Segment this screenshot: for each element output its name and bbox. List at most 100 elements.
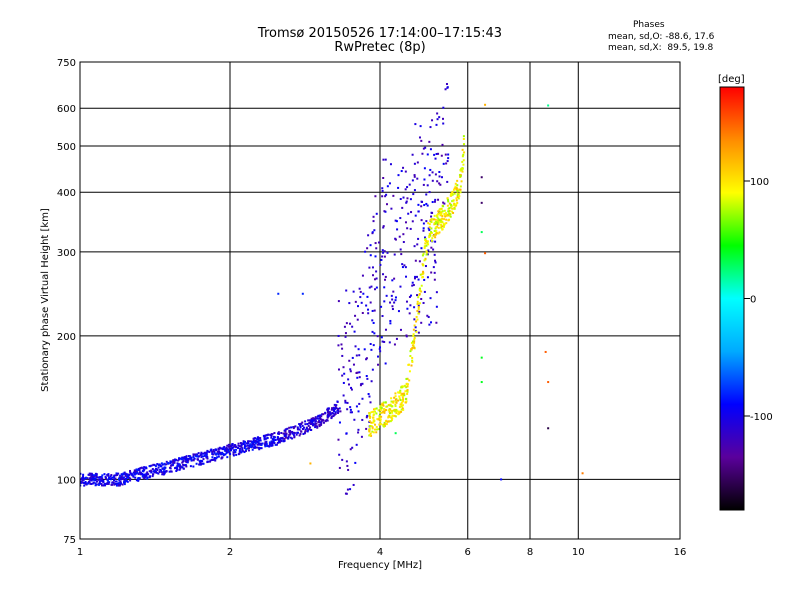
o-mode-point [157, 472, 160, 475]
o-mode-point [217, 455, 220, 458]
x-mode-point [379, 405, 382, 408]
o-mode-point [342, 381, 345, 384]
o-mode-point [274, 438, 277, 441]
o-mode-point [430, 215, 433, 218]
o-mode-point [264, 441, 267, 444]
o-mode-point [436, 180, 439, 183]
x-mode-point [434, 236, 437, 239]
o-mode-point [377, 241, 380, 244]
o-mode-point [205, 453, 208, 456]
o-mode-point [273, 436, 276, 439]
o-mode-point [382, 251, 385, 254]
o-mode-point [113, 483, 116, 486]
o-mode-point [94, 477, 97, 480]
o-mode-point [144, 466, 147, 469]
o-mode-point [118, 476, 121, 479]
x-mode-point [440, 207, 443, 210]
x-tick-label: 4 [377, 547, 383, 558]
o-mode-point [203, 451, 206, 454]
x-mode-point [403, 384, 406, 387]
x-mode-point [435, 226, 438, 229]
o-mode-point [430, 246, 433, 249]
o-mode-point [304, 428, 307, 431]
o-mode-point [422, 229, 425, 232]
x-mode-point [378, 423, 381, 426]
o-mode-point [405, 300, 408, 303]
o-mode-point [409, 198, 412, 201]
o-mode-point [211, 450, 214, 453]
chart-title: Tromsø 20150526 17:14:00–17:15:43 [257, 26, 503, 41]
x-mode-point [442, 225, 445, 228]
o-mode-point [393, 301, 396, 304]
x-mode-point [413, 336, 416, 339]
o-mode-point [242, 450, 245, 453]
o-mode-point [143, 468, 146, 471]
x-mode-point [388, 408, 391, 411]
o-mode-point [168, 470, 171, 473]
o-mode-point [347, 468, 350, 471]
o-mode-point [273, 432, 276, 435]
o-mode-point [423, 290, 426, 293]
x-mode-point [389, 420, 392, 423]
o-mode-point [297, 428, 300, 431]
o-mode-point [314, 416, 317, 419]
o-mode-point [405, 200, 408, 203]
o-mode-point [435, 152, 438, 155]
o-mode-point [417, 331, 420, 334]
o-mode-point [139, 473, 142, 476]
o-mode-point [129, 477, 132, 480]
o-mode-point [422, 227, 425, 230]
o-mode-point [322, 413, 325, 416]
o-mode-point [141, 475, 144, 478]
x-mode-point [434, 218, 437, 221]
x-mode-point [418, 287, 421, 290]
o-mode-point [90, 474, 93, 477]
o-mode-point [216, 456, 219, 459]
o-mode-point [269, 434, 272, 437]
x-mode-point [395, 401, 398, 404]
o-mode-point [95, 475, 98, 478]
o-mode-point [360, 383, 363, 386]
o-mode-point [344, 332, 347, 335]
o-mode-point [284, 433, 287, 436]
o-mode-point [116, 473, 119, 476]
x-mode-point [411, 356, 414, 359]
o-mode-point [337, 438, 340, 441]
x-mode-point [379, 411, 382, 414]
o-mode-point [218, 450, 221, 453]
o-mode-point [164, 470, 167, 473]
x-mode-point [369, 432, 372, 435]
o-mode-point [248, 444, 251, 447]
o-mode-point [271, 441, 274, 444]
o-mode-point [243, 441, 246, 444]
o-mode-point [440, 176, 443, 179]
x-mode-point [372, 410, 375, 413]
x-mode-point [406, 385, 409, 388]
x-mode-point [437, 226, 440, 229]
x-mode-point [418, 302, 421, 305]
o-mode-point [402, 196, 405, 199]
o-mode-point [238, 449, 241, 452]
x-mode-point [441, 217, 444, 220]
x-mode-point [446, 214, 449, 217]
o-mode-point [332, 406, 335, 409]
x-mode-point [457, 188, 460, 191]
o-mode-point [268, 443, 271, 446]
x-mode-point [372, 431, 375, 434]
o-mode-point [90, 479, 93, 482]
outlier-point [484, 252, 487, 255]
o-mode-point [94, 479, 97, 482]
o-mode-point [372, 321, 375, 324]
o-mode-point [127, 475, 130, 478]
o-mode-point [122, 472, 125, 475]
o-mode-point [209, 449, 212, 452]
o-mode-point [227, 443, 230, 446]
o-mode-point [100, 477, 103, 480]
o-mode-point [185, 456, 188, 459]
o-mode-point [423, 204, 426, 207]
o-mode-point [408, 312, 411, 315]
o-mode-point [346, 401, 349, 404]
o-mode-point [80, 472, 82, 475]
o-mode-point [427, 227, 430, 230]
